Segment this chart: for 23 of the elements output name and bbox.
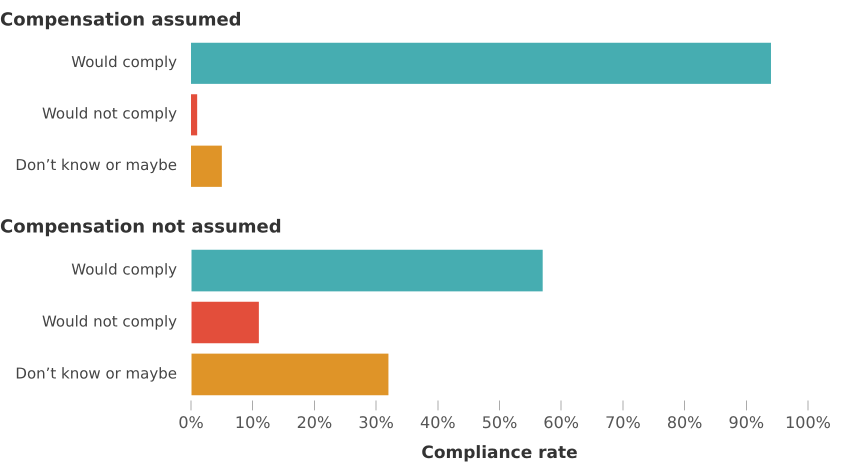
x-tick-label: 30% — [358, 413, 394, 432]
y-tick-label: Would comply — [71, 260, 178, 278]
x-tick-label: 0% — [178, 413, 204, 432]
x-tick-label: 70% — [605, 413, 641, 432]
x-tick-label: 60% — [543, 413, 579, 432]
y-tick-label: Would not comply — [42, 312, 178, 330]
y-tick-label: Don’t know or maybe — [15, 364, 177, 382]
chart-title: Compensation assumed — [0, 9, 242, 30]
bar — [192, 354, 388, 396]
y-tick-label: Don’t know or maybe — [15, 156, 177, 174]
x-tick-label: 90% — [728, 413, 764, 432]
x-tick-label: 80% — [666, 413, 702, 432]
bar — [192, 250, 543, 292]
y-tick-label: Would comply — [71, 53, 178, 72]
x-tick-label: 40% — [420, 413, 456, 432]
x-tick-label: 10% — [234, 413, 270, 432]
chart-title: Compensation not assumed — [0, 216, 282, 238]
x-tick-label: 100% — [785, 413, 831, 432]
x-tick-label: 20% — [296, 413, 332, 432]
bar — [192, 302, 259, 344]
x-axis-title: Compliance rate — [421, 443, 578, 464]
x-tick-label: 50% — [482, 413, 518, 432]
y-tick-label: Would not comply — [42, 104, 178, 123]
